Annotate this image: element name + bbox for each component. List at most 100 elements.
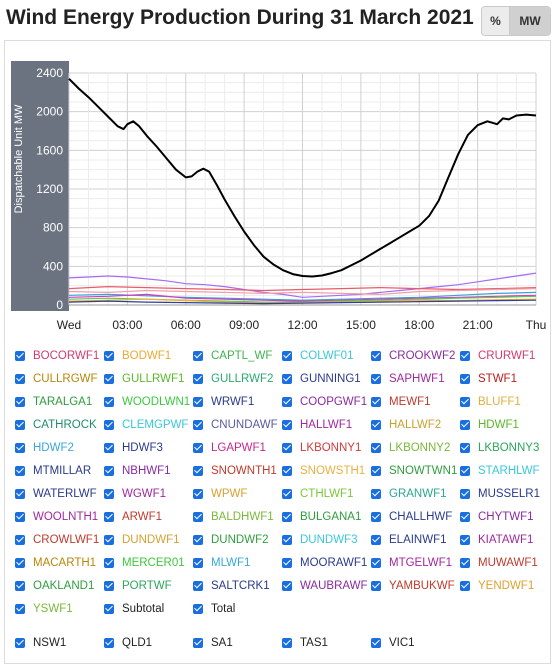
checkbox-checked-icon[interactable] bbox=[282, 465, 292, 476]
legend-item[interactable]: LGAPWF1 bbox=[193, 436, 282, 459]
legend-item[interactable]: COLWF01 bbox=[282, 344, 371, 367]
legend-item[interactable]: BALDHWF1 bbox=[193, 505, 282, 528]
checkbox-checked-icon[interactable] bbox=[371, 396, 381, 407]
checkbox-checked-icon[interactable] bbox=[104, 373, 114, 384]
checkbox-checked-icon[interactable] bbox=[193, 419, 203, 430]
checkbox-checked-icon[interactable] bbox=[460, 350, 470, 361]
checkbox-checked-icon[interactable] bbox=[15, 580, 25, 591]
legend-item[interactable]: WOODLWN1 bbox=[104, 390, 193, 413]
legend-item[interactable]: SNOWNTH1 bbox=[193, 459, 282, 482]
checkbox-checked-icon[interactable] bbox=[193, 603, 203, 614]
legend-item[interactable]: HDWF1 bbox=[460, 413, 549, 436]
legend-item[interactable]: LKBONNY1 bbox=[282, 436, 371, 459]
checkbox-checked-icon[interactable] bbox=[104, 465, 114, 476]
checkbox-checked-icon[interactable] bbox=[282, 637, 292, 648]
legend-item[interactable]: OAKLAND1 bbox=[15, 574, 104, 597]
legend-item[interactable]: MUWAWF1 bbox=[460, 551, 549, 574]
legend-item[interactable]: Subtotal bbox=[104, 597, 193, 620]
checkbox-checked-icon[interactable] bbox=[371, 637, 381, 648]
checkbox-checked-icon[interactable] bbox=[15, 603, 25, 614]
region-item[interactable]: SA1 bbox=[193, 631, 282, 654]
checkbox-checked-icon[interactable] bbox=[15, 419, 25, 430]
checkbox-checked-icon[interactable] bbox=[282, 419, 292, 430]
checkbox-checked-icon[interactable] bbox=[104, 511, 114, 522]
legend-item[interactable]: GRANWF1 bbox=[371, 482, 460, 505]
legend-item[interactable]: MUSSELR1 bbox=[460, 482, 549, 505]
checkbox-checked-icon[interactable] bbox=[104, 603, 114, 614]
checkbox-checked-icon[interactable] bbox=[282, 373, 292, 384]
legend-item[interactable]: LKBONNY3 bbox=[460, 436, 549, 459]
legend-item[interactable]: STARHLWF bbox=[460, 459, 549, 482]
legend-item[interactable]: Total bbox=[193, 597, 282, 620]
checkbox-checked-icon[interactable] bbox=[460, 419, 470, 430]
legend-item[interactable]: CLEMGPWF bbox=[104, 413, 193, 436]
legend-item[interactable]: SNOWSTH1 bbox=[282, 459, 371, 482]
legend-item[interactable]: MACARTH1 bbox=[15, 551, 104, 574]
checkbox-checked-icon[interactable] bbox=[371, 373, 381, 384]
checkbox-checked-icon[interactable] bbox=[282, 580, 292, 591]
checkbox-checked-icon[interactable] bbox=[282, 511, 292, 522]
checkbox-checked-icon[interactable] bbox=[282, 350, 292, 361]
checkbox-checked-icon[interactable] bbox=[371, 419, 381, 430]
legend-item[interactable]: WATERLWF bbox=[15, 482, 104, 505]
checkbox-checked-icon[interactable] bbox=[104, 580, 114, 591]
legend-item[interactable]: HALLWF1 bbox=[282, 413, 371, 436]
checkbox-checked-icon[interactable] bbox=[460, 442, 470, 453]
legend-item[interactable]: MTGELWF1 bbox=[371, 551, 460, 574]
legend-item[interactable]: BODWF1 bbox=[104, 344, 193, 367]
legend-item[interactable]: MLWF1 bbox=[193, 551, 282, 574]
legend-item[interactable]: MERCER01 bbox=[104, 551, 193, 574]
checkbox-checked-icon[interactable] bbox=[104, 557, 114, 568]
legend-item[interactable]: CROOKWF2 bbox=[371, 344, 460, 367]
checkbox-checked-icon[interactable] bbox=[193, 511, 203, 522]
region-item[interactable]: TAS1 bbox=[282, 631, 371, 654]
checkbox-checked-icon[interactable] bbox=[460, 373, 470, 384]
checkbox-checked-icon[interactable] bbox=[193, 442, 203, 453]
checkbox-checked-icon[interactable] bbox=[460, 557, 470, 568]
legend-item[interactable]: CHYTWF1 bbox=[460, 505, 549, 528]
checkbox-checked-icon[interactable] bbox=[460, 488, 470, 499]
legend-item[interactable]: SAPHWF1 bbox=[371, 367, 460, 390]
region-item[interactable]: QLD1 bbox=[104, 631, 193, 654]
checkbox-checked-icon[interactable] bbox=[282, 557, 292, 568]
legend-item[interactable]: MTMILLAR bbox=[15, 459, 104, 482]
legend-item[interactable]: DUNDWF2 bbox=[193, 528, 282, 551]
checkbox-checked-icon[interactable] bbox=[371, 534, 381, 545]
checkbox-checked-icon[interactable] bbox=[371, 488, 381, 499]
checkbox-checked-icon[interactable] bbox=[193, 396, 203, 407]
legend-item[interactable]: CAPTL_WF bbox=[193, 344, 282, 367]
checkbox-checked-icon[interactable] bbox=[460, 465, 470, 476]
checkbox-checked-icon[interactable] bbox=[15, 488, 25, 499]
legend-item[interactable]: CULLRGWF bbox=[15, 367, 104, 390]
mw-button[interactable]: MW bbox=[510, 7, 550, 35]
legend-item[interactable]: BOCORWF1 bbox=[15, 344, 104, 367]
legend-item[interactable]: HDWF2 bbox=[15, 436, 104, 459]
checkbox-checked-icon[interactable] bbox=[15, 350, 25, 361]
legend-item[interactable]: MEWF1 bbox=[371, 390, 460, 413]
checkbox-checked-icon[interactable] bbox=[371, 557, 381, 568]
legend-item[interactable]: SNOWTWN1 bbox=[371, 459, 460, 482]
checkbox-checked-icon[interactable] bbox=[193, 373, 203, 384]
legend-item[interactable]: CNUNDAWF bbox=[193, 413, 282, 436]
checkbox-checked-icon[interactable] bbox=[193, 637, 203, 648]
legend-item[interactable]: CHALLHWF bbox=[371, 505, 460, 528]
legend-item[interactable]: ELAINWF1 bbox=[371, 528, 460, 551]
region-item[interactable]: VIC1 bbox=[371, 631, 460, 654]
checkbox-checked-icon[interactable] bbox=[371, 580, 381, 591]
checkbox-checked-icon[interactable] bbox=[15, 557, 25, 568]
checkbox-checked-icon[interactable] bbox=[104, 534, 114, 545]
legend-item[interactable]: LKBONNY2 bbox=[371, 436, 460, 459]
legend-item[interactable]: CATHROCK bbox=[15, 413, 104, 436]
legend-item[interactable]: STWF1 bbox=[460, 367, 549, 390]
legend-item[interactable]: DUNDWF1 bbox=[104, 528, 193, 551]
legend-item[interactable]: HDWF3 bbox=[104, 436, 193, 459]
legend-item[interactable]: GULLRWF1 bbox=[104, 367, 193, 390]
legend-item[interactable]: CTHLWF1 bbox=[282, 482, 371, 505]
checkbox-checked-icon[interactable] bbox=[104, 488, 114, 499]
checkbox-checked-icon[interactable] bbox=[371, 350, 381, 361]
checkbox-checked-icon[interactable] bbox=[282, 442, 292, 453]
checkbox-checked-icon[interactable] bbox=[460, 396, 470, 407]
legend-item[interactable]: WGWF1 bbox=[104, 482, 193, 505]
checkbox-checked-icon[interactable] bbox=[193, 350, 203, 361]
checkbox-checked-icon[interactable] bbox=[460, 511, 470, 522]
